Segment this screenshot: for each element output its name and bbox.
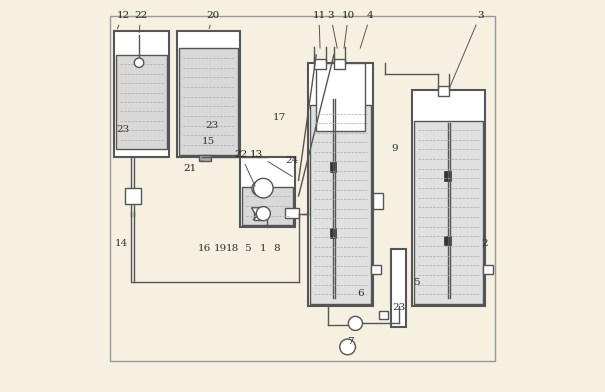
- Bar: [111, 16, 494, 361]
- Text: 22: 22: [234, 150, 255, 186]
- Bar: [116, 55, 167, 149]
- Text: 2: 2: [482, 239, 488, 247]
- Bar: [316, 63, 365, 131]
- Text: 5: 5: [244, 245, 251, 253]
- Text: 14: 14: [115, 239, 128, 247]
- Text: 16: 16: [198, 245, 211, 253]
- Text: 13: 13: [250, 150, 292, 176]
- Text: 6: 6: [357, 290, 364, 298]
- Text: 23: 23: [392, 303, 405, 312]
- Text: 19: 19: [214, 245, 227, 253]
- Circle shape: [252, 181, 266, 196]
- Text: 21: 21: [183, 161, 202, 172]
- Text: 10: 10: [342, 11, 355, 48]
- Bar: [314, 59, 326, 69]
- Bar: [414, 121, 483, 304]
- Text: 23: 23: [206, 121, 219, 130]
- Bar: [483, 265, 492, 274]
- Bar: [379, 311, 388, 319]
- Text: 4: 4: [360, 11, 374, 48]
- Text: 3: 3: [450, 11, 483, 87]
- Circle shape: [348, 316, 362, 330]
- Bar: [443, 171, 451, 181]
- Text: 8: 8: [273, 245, 280, 253]
- Text: 23: 23: [116, 125, 129, 134]
- Circle shape: [134, 58, 144, 67]
- Bar: [125, 188, 140, 204]
- Text: 20: 20: [206, 11, 220, 29]
- Bar: [242, 187, 293, 225]
- Polygon shape: [252, 208, 263, 218]
- Bar: [253, 211, 262, 220]
- Bar: [177, 31, 240, 157]
- Text: 17: 17: [272, 113, 286, 122]
- Text: 18: 18: [225, 245, 238, 253]
- Circle shape: [253, 178, 273, 198]
- Bar: [373, 193, 383, 209]
- Bar: [114, 31, 169, 157]
- Bar: [371, 265, 381, 274]
- Bar: [179, 48, 238, 155]
- Text: 1: 1: [260, 245, 267, 253]
- Bar: [438, 86, 449, 96]
- Bar: [330, 162, 336, 172]
- Bar: [310, 105, 371, 304]
- Text: 22: 22: [134, 11, 147, 33]
- Bar: [285, 208, 299, 218]
- Text: 12: 12: [116, 11, 129, 29]
- Text: 3: 3: [327, 11, 337, 48]
- Bar: [391, 249, 407, 327]
- Bar: [199, 155, 211, 161]
- Text: 9: 9: [391, 145, 398, 153]
- Circle shape: [340, 339, 355, 355]
- Text: 7: 7: [347, 337, 354, 345]
- Circle shape: [257, 207, 270, 221]
- Bar: [330, 228, 336, 238]
- Bar: [334, 59, 345, 69]
- Text: 24: 24: [285, 156, 298, 165]
- Text: 11: 11: [312, 11, 325, 48]
- Bar: [412, 90, 485, 306]
- Bar: [240, 157, 295, 227]
- Text: 5: 5: [413, 278, 419, 287]
- Text: 15: 15: [202, 137, 215, 145]
- Bar: [443, 236, 451, 245]
- Bar: [309, 63, 373, 306]
